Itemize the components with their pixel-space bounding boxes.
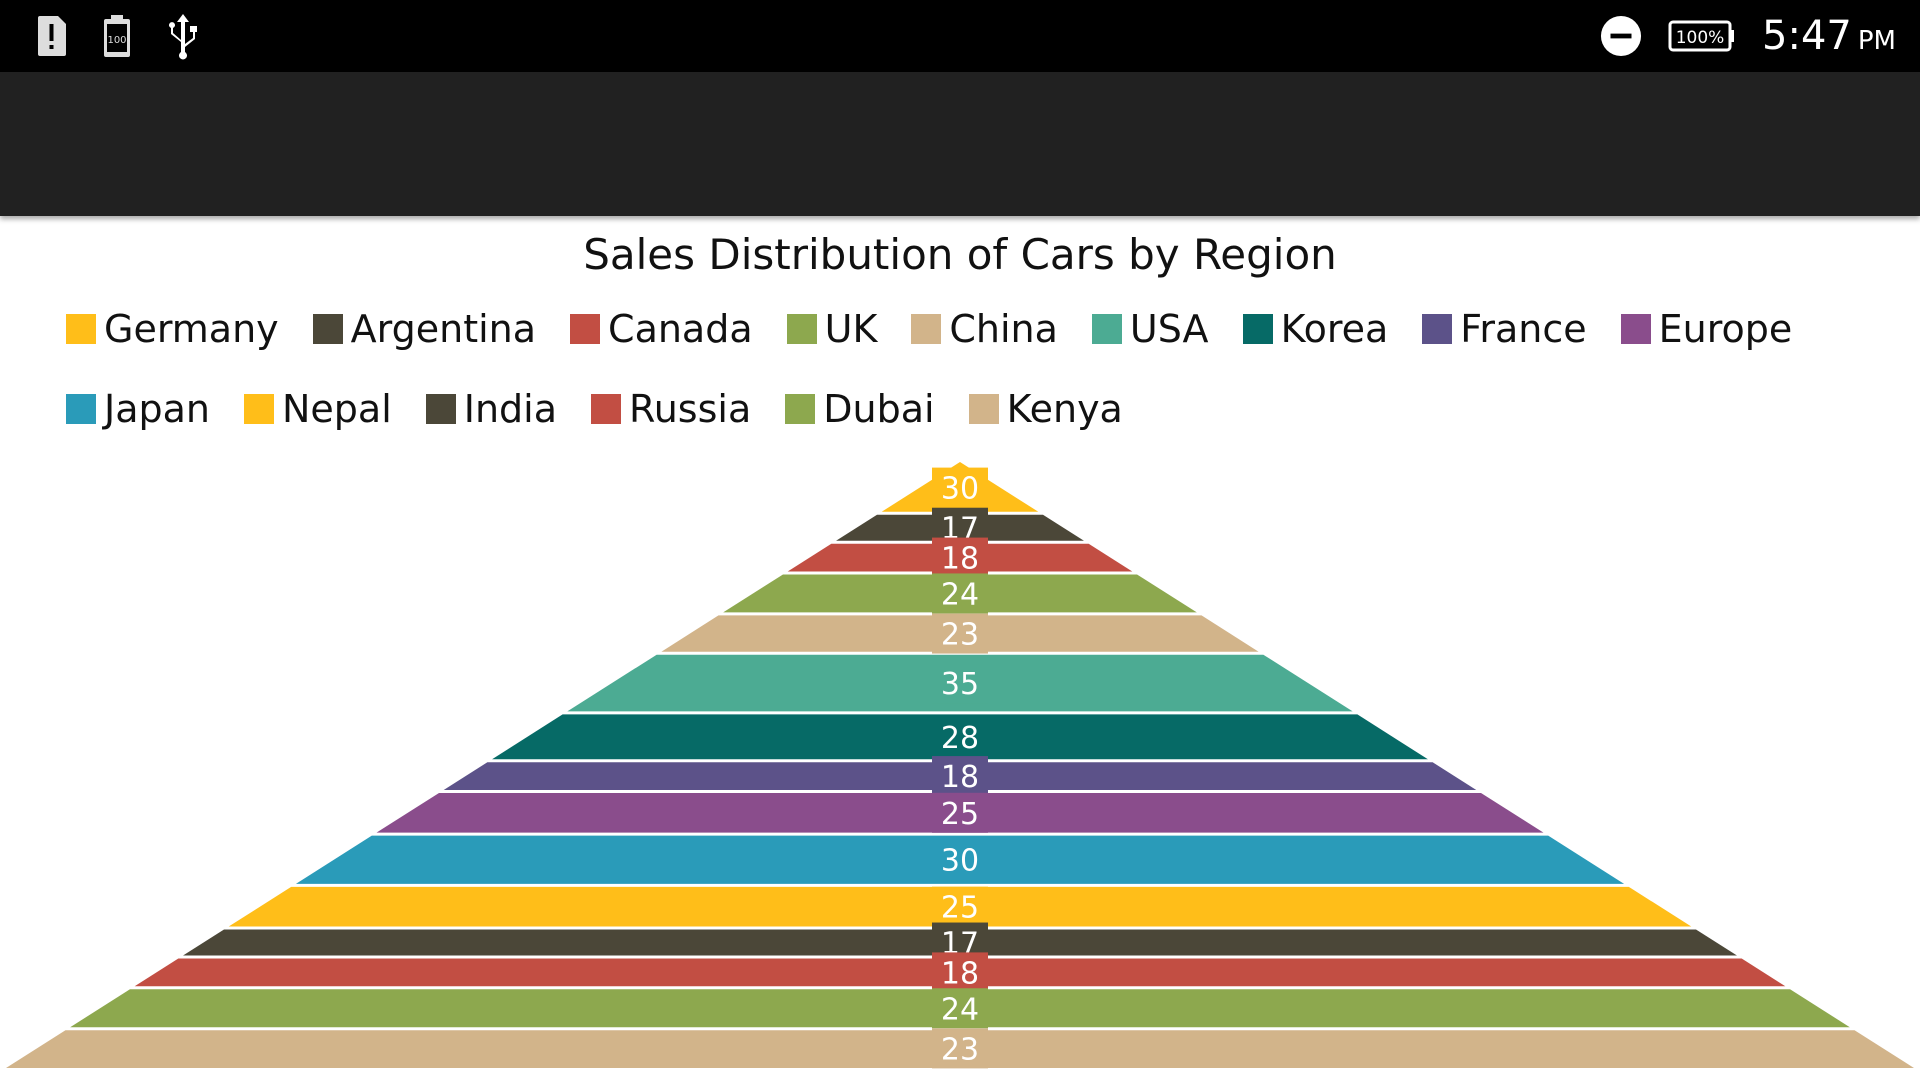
- legend-label: India: [463, 387, 558, 431]
- data-label: 28: [941, 721, 979, 756]
- legend-swatch: [1422, 314, 1453, 344]
- data-label: 23: [941, 618, 979, 653]
- data-label-background: [932, 467, 988, 508]
- status-bar: 100 100% 5:47 PM: [0, 0, 1920, 72]
- usb-icon: [162, 12, 204, 60]
- legend-item[interactable]: Dubai: [785, 387, 935, 431]
- data-label-background: [932, 792, 988, 833]
- legend-item[interactable]: Japan: [66, 387, 210, 431]
- legend-swatch: [1091, 314, 1122, 344]
- legend-swatch: [591, 394, 622, 424]
- data-label: 25: [941, 891, 979, 926]
- data-label: 30: [941, 472, 979, 507]
- legend-swatch: [570, 314, 601, 344]
- legend-label: Europe: [1658, 307, 1793, 351]
- data-label: 18: [941, 956, 979, 991]
- legend-label: Japan: [104, 387, 210, 431]
- data-label: 24: [941, 577, 979, 612]
- data-label: 23: [941, 1032, 979, 1067]
- legend-swatch: [1242, 314, 1273, 344]
- data-label-background: [932, 613, 988, 654]
- legend-swatch: [968, 394, 999, 424]
- legend-item[interactable]: Germany: [66, 307, 279, 351]
- legend-label: Canada: [608, 307, 753, 351]
- legend-label: Germany: [104, 307, 279, 351]
- clock: 5:47 PM: [1762, 13, 1896, 59]
- data-label: 35: [941, 667, 979, 702]
- legend-swatch: [786, 314, 817, 344]
- data-label: 18: [941, 760, 979, 795]
- legend-item[interactable]: USA: [1091, 307, 1209, 351]
- legend-item[interactable]: China: [911, 307, 1058, 351]
- legend-swatch: [1620, 314, 1651, 344]
- app-bar: [0, 72, 1920, 216]
- legend-label: Kenya: [1006, 387, 1123, 431]
- data-label-background: [932, 716, 988, 757]
- data-label: 25: [941, 797, 979, 832]
- legend-item[interactable]: Argentina: [312, 307, 537, 351]
- legend-label: China: [949, 307, 1058, 351]
- data-label-background: [932, 573, 988, 614]
- battery-icon: 100%: [1668, 19, 1736, 53]
- legend-swatch: [312, 314, 343, 344]
- clock-time: 5:47: [1762, 13, 1852, 59]
- data-label-background: [932, 952, 988, 993]
- alert-icon: [30, 12, 72, 60]
- legend-label: Korea: [1280, 307, 1389, 351]
- legend-label: UK: [824, 307, 878, 351]
- data-label-background: [932, 886, 988, 927]
- legend-swatch: [66, 394, 96, 424]
- legend-swatch: [243, 394, 274, 424]
- clock-ampm: PM: [1857, 26, 1896, 56]
- do-not-disturb-icon: [1600, 12, 1642, 60]
- legend-item[interactable]: Korea: [1242, 307, 1389, 351]
- legend-label: Nepal: [281, 387, 392, 431]
- legend-label: France: [1460, 307, 1587, 351]
- data-label-background: [932, 1028, 988, 1069]
- data-label: 18: [941, 542, 979, 577]
- data-label-background: [932, 988, 988, 1029]
- chart-legend: Germany Argentina Canada UK China USA Korea Fra…: [66, 307, 1886, 431]
- data-label-background: [932, 839, 988, 880]
- legend-label: Argentina: [350, 307, 537, 351]
- legend-item[interactable]: Canada: [570, 307, 753, 351]
- battery-100-icon: 100: [96, 12, 138, 60]
- battery-percent: 100%: [1676, 28, 1725, 48]
- legend-item[interactable]: UK: [786, 307, 878, 351]
- data-label: 30: [941, 844, 979, 879]
- data-label-background: [932, 756, 988, 797]
- legend-swatch: [425, 394, 456, 424]
- legend-label: Dubai: [823, 387, 935, 431]
- legend-item[interactable]: Kenya: [968, 387, 1123, 431]
- chart-title: Sales Distribution of Cars by Region: [583, 230, 1337, 279]
- data-label-background: [932, 663, 988, 704]
- legend-swatch: [66, 314, 96, 344]
- legend-swatch: [911, 314, 942, 344]
- legend-label: USA: [1129, 307, 1209, 351]
- legend-item[interactable]: Russia: [591, 387, 752, 431]
- data-label-background: [932, 537, 988, 578]
- legend-swatch: [785, 394, 816, 424]
- legend-item[interactable]: Europe: [1620, 307, 1793, 351]
- legend-item[interactable]: Nepal: [243, 387, 392, 431]
- legend-item[interactable]: India: [425, 387, 558, 431]
- data-label: 24: [941, 992, 979, 1027]
- battery-100-text: 100: [107, 35, 126, 46]
- legend-item[interactable]: France: [1422, 307, 1587, 351]
- legend-label: Russia: [629, 387, 752, 431]
